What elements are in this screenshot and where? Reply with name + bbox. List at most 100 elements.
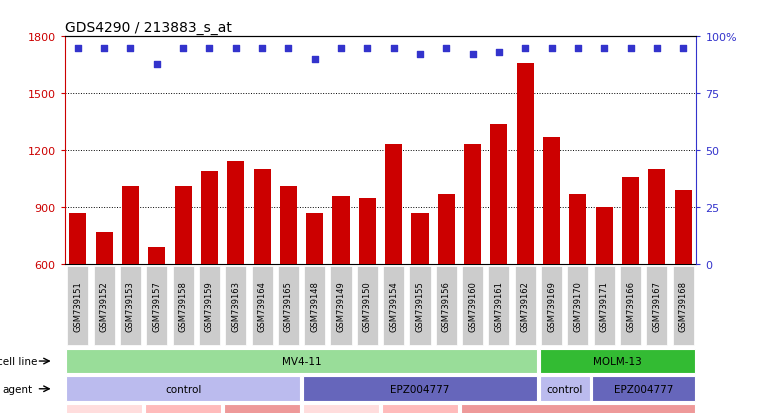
FancyBboxPatch shape (94, 266, 115, 345)
FancyBboxPatch shape (383, 266, 404, 345)
Text: GSM739157: GSM739157 (152, 280, 161, 331)
Bar (596, 207, 613, 264)
Bar (69, 213, 87, 264)
FancyBboxPatch shape (330, 266, 352, 345)
Text: time: time (5, 411, 29, 413)
Point (414, 52, 426, 59)
Bar (96, 232, 113, 264)
Bar (174, 187, 192, 264)
Bar (674, 190, 692, 264)
Text: day 2: day 2 (90, 411, 119, 413)
FancyBboxPatch shape (173, 266, 193, 345)
FancyBboxPatch shape (436, 266, 457, 345)
Bar (253, 170, 271, 264)
FancyBboxPatch shape (146, 266, 167, 345)
FancyBboxPatch shape (278, 266, 299, 345)
FancyBboxPatch shape (357, 266, 378, 345)
Point (151, 61, 163, 68)
FancyBboxPatch shape (646, 266, 667, 345)
Point (335, 45, 347, 52)
FancyBboxPatch shape (592, 377, 695, 401)
Text: GSM739165: GSM739165 (284, 280, 293, 331)
FancyBboxPatch shape (594, 266, 615, 345)
Point (124, 45, 136, 52)
FancyBboxPatch shape (540, 349, 695, 373)
Bar (385, 145, 403, 264)
Point (572, 45, 584, 52)
FancyBboxPatch shape (145, 404, 221, 413)
FancyBboxPatch shape (252, 266, 272, 345)
Point (256, 45, 268, 52)
Text: GDS4290 / 213883_s_at: GDS4290 / 213883_s_at (65, 21, 231, 35)
FancyBboxPatch shape (66, 404, 142, 413)
Bar (228, 162, 244, 264)
Text: GSM739148: GSM739148 (310, 280, 319, 331)
Bar (306, 213, 323, 264)
Bar (517, 64, 533, 264)
FancyBboxPatch shape (66, 377, 301, 401)
Text: GSM739170: GSM739170 (573, 280, 582, 331)
Text: GSM739169: GSM739169 (547, 280, 556, 331)
Point (177, 45, 189, 52)
Text: MV4-11: MV4-11 (282, 356, 321, 366)
Text: GSM739156: GSM739156 (442, 280, 451, 331)
Text: day 6: day 6 (247, 411, 276, 413)
FancyBboxPatch shape (541, 266, 562, 345)
FancyBboxPatch shape (382, 404, 458, 413)
Text: EPZ004777: EPZ004777 (614, 384, 673, 394)
Bar (358, 198, 376, 264)
FancyBboxPatch shape (303, 404, 379, 413)
Text: cell line: cell line (0, 356, 37, 366)
FancyBboxPatch shape (304, 266, 325, 345)
Text: GSM739163: GSM739163 (231, 280, 240, 331)
Text: GSM739151: GSM739151 (73, 280, 82, 331)
Text: day 4: day 4 (169, 411, 198, 413)
Point (361, 45, 374, 52)
Bar (648, 170, 665, 264)
Point (387, 45, 400, 52)
FancyBboxPatch shape (303, 377, 537, 401)
Text: GSM739149: GSM739149 (336, 280, 345, 331)
Text: GSM739162: GSM739162 (521, 280, 530, 331)
FancyBboxPatch shape (199, 266, 220, 345)
Point (625, 45, 637, 52)
FancyBboxPatch shape (225, 266, 247, 345)
FancyBboxPatch shape (120, 266, 141, 345)
Point (98, 45, 110, 52)
Bar (412, 213, 428, 264)
FancyBboxPatch shape (66, 349, 537, 373)
Bar (622, 177, 639, 264)
Text: agent: agent (2, 384, 32, 394)
Text: GSM739155: GSM739155 (416, 280, 425, 331)
Bar (201, 171, 218, 264)
Text: GSM739159: GSM739159 (205, 280, 214, 331)
Point (230, 45, 242, 52)
Text: day 6: day 6 (563, 411, 592, 413)
FancyBboxPatch shape (514, 266, 536, 345)
Point (651, 45, 663, 52)
Text: GSM739166: GSM739166 (626, 280, 635, 331)
Point (546, 45, 558, 52)
Text: day 4: day 4 (406, 411, 435, 413)
Text: GSM739158: GSM739158 (179, 280, 188, 331)
Text: GSM739152: GSM739152 (100, 280, 109, 331)
Bar (569, 194, 587, 264)
Text: GSM739164: GSM739164 (257, 280, 266, 331)
Point (598, 45, 610, 52)
Text: GSM739168: GSM739168 (679, 280, 688, 331)
Point (677, 45, 689, 52)
FancyBboxPatch shape (462, 266, 483, 345)
Text: GSM739167: GSM739167 (652, 280, 661, 331)
FancyBboxPatch shape (620, 266, 641, 345)
Point (493, 50, 505, 56)
Text: GSM739171: GSM739171 (600, 280, 609, 331)
Bar (490, 124, 508, 264)
FancyBboxPatch shape (224, 404, 301, 413)
FancyBboxPatch shape (568, 266, 588, 345)
Text: GSM739154: GSM739154 (389, 280, 398, 331)
Point (309, 57, 321, 63)
Bar (464, 145, 481, 264)
Text: EPZ004777: EPZ004777 (390, 384, 450, 394)
Bar (280, 187, 297, 264)
Bar (543, 138, 560, 264)
